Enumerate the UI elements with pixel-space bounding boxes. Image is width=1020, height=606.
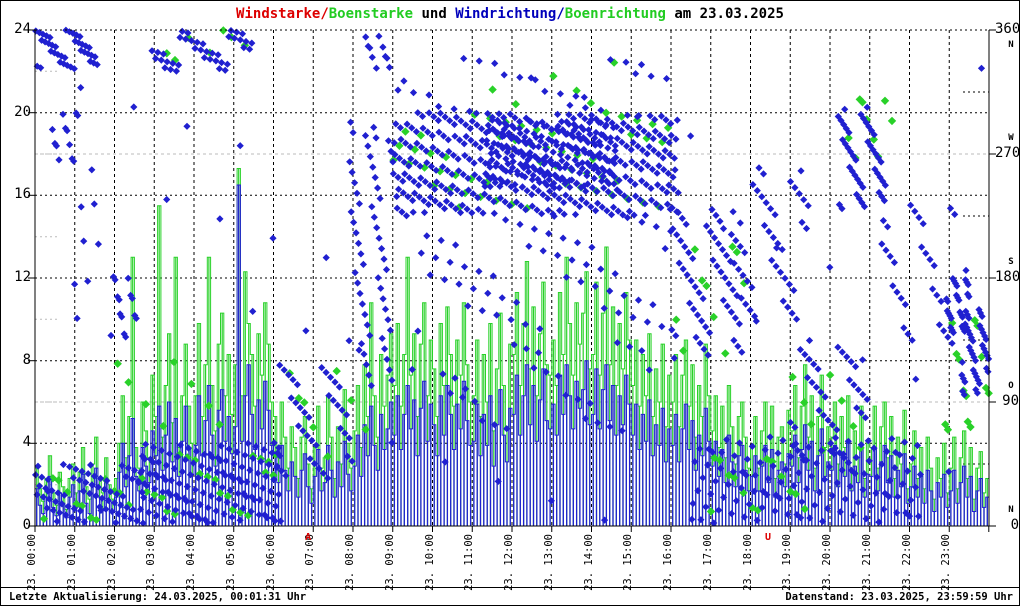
last-update-text: Letzte Aktualisierung: 24.03.2025, 00:01…	[9, 591, 307, 603]
sunrise-marker: A	[305, 532, 312, 543]
chart-title: Windstarke/Boenstarke und Windrichtung/B…	[1, 6, 1019, 22]
y-left-tick-label: 0	[22, 517, 31, 533]
title-segment: Boenrichtung	[564, 6, 666, 22]
title-segment: Windrichtung/	[455, 6, 565, 22]
chart-canvas	[28, 26, 996, 532]
axes	[28, 29, 996, 532]
compass-letter: S	[1008, 257, 1014, 267]
compass-letter: W	[1008, 133, 1014, 143]
title-segment: am 23.03.2025	[665, 6, 784, 22]
x-tick-label: 23. 18:00	[741, 534, 754, 591]
x-tick-label: 23. 14:00	[582, 534, 595, 591]
title-segment: und	[413, 6, 456, 22]
status-bar: Letzte Aktualisierung: 24.03.2025, 00:01…	[1, 587, 1019, 605]
y-left-tick-label: 12	[14, 269, 31, 285]
sunset-marker: U	[764, 532, 771, 543]
y-left-tick-label: 20	[14, 103, 31, 120]
x-tick-label: 23. 12:00	[503, 534, 515, 591]
x-tick-label: 23. 04:00	[185, 534, 197, 591]
y-right-tick-label: 0	[1010, 517, 1019, 533]
compass-letter: N	[1008, 505, 1014, 515]
x-tick-label: 23. 22:00	[900, 534, 913, 591]
compass-letter: N	[1008, 40, 1014, 50]
compass-letter: O	[1008, 381, 1014, 391]
title-segment: Boenstarke	[328, 6, 414, 22]
data-state-text: Datenstand: 23.03.2025, 23:59:59 Uhr	[785, 591, 1013, 603]
y-right-tick-label: 270	[995, 145, 1020, 161]
x-tick-label: 23. 05:00	[224, 534, 237, 591]
x-tick-label: 23. 19:00	[781, 534, 794, 591]
y-left-tick-label: 24	[14, 21, 31, 37]
y-right-tick-label: 360	[995, 21, 1020, 37]
y-right-tick-label: 90	[1002, 393, 1019, 409]
x-tick-label: 23. 15:00	[622, 534, 635, 591]
x-tick-label: 23. 11:00	[463, 534, 476, 591]
gridlines	[35, 29, 989, 526]
y-left-tick-label: 16	[14, 186, 31, 203]
y-left-tick-label: 8	[22, 351, 31, 368]
x-tick-label: 23. 09:00	[383, 534, 396, 591]
y-left-tick-label: 4	[22, 434, 31, 451]
x-tick-label: 23. 23:00	[940, 534, 953, 591]
x-tick-label: 23. 00:00	[26, 534, 38, 591]
x-tick-label: 23. 17:00	[701, 534, 714, 591]
x-tick-label: 23. 20:00	[821, 534, 833, 591]
wind-direction-points	[32, 26, 993, 527]
x-tick-label: 23. 02:00	[105, 534, 118, 591]
x-tick-label: 23. 10:00	[423, 534, 436, 591]
x-tick-label: 23. 13:00	[542, 534, 555, 591]
x-tick-label: 23. 06:00	[264, 534, 277, 591]
x-tick-label: 23. 03:00	[145, 534, 158, 591]
x-tick-label: 23. 21:00	[860, 534, 873, 591]
x-tick-label: 23. 08:00	[344, 534, 356, 591]
y-right-tick-label: 180	[995, 269, 1020, 285]
title-segment: Windstarke/	[236, 6, 329, 22]
x-tick-label: 23. 01:00	[65, 534, 78, 591]
x-tick-label: 23. 16:00	[662, 534, 674, 591]
